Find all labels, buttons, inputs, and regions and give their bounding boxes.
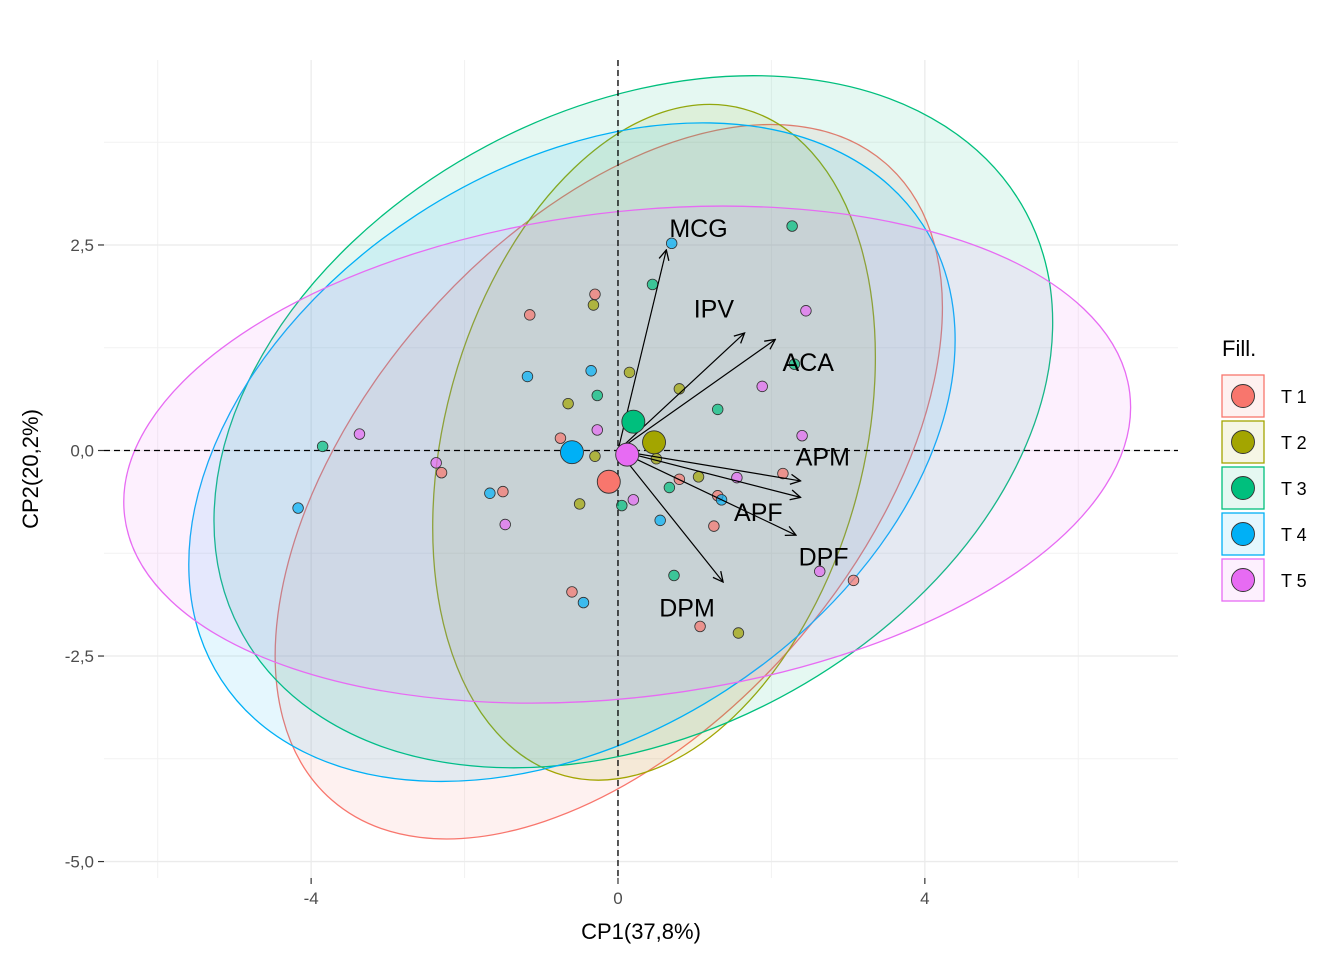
legend-swatch-t-4 bbox=[1231, 522, 1255, 546]
x-tick-label: -4 bbox=[304, 889, 319, 908]
point-t-5 bbox=[353, 428, 366, 440]
legend-swatch-t-1 bbox=[1231, 384, 1255, 408]
reference-lines bbox=[104, 60, 1178, 878]
point-t-1 bbox=[589, 288, 601, 301]
axes: -4 0 4 2,5 0,0 -2,5 -5,0 bbox=[65, 236, 930, 908]
point-t-1 bbox=[708, 520, 720, 532]
y-tick-label: -2,5 bbox=[65, 647, 94, 666]
point-t-1 bbox=[694, 620, 706, 633]
legend-label-t-2: T 2 bbox=[1281, 433, 1307, 453]
point-t-3 bbox=[616, 499, 628, 512]
legend-item-t-4: T 4 bbox=[1221, 512, 1307, 556]
point-t-4 bbox=[521, 370, 534, 383]
point-t-2 bbox=[623, 366, 636, 379]
point-t-1 bbox=[847, 574, 860, 587]
point-t-4 bbox=[585, 365, 597, 377]
vector-label-dpm: DPM bbox=[659, 595, 715, 623]
legend-item-t-2: T 2 bbox=[1221, 420, 1307, 464]
legend-swatch-t-3 bbox=[1231, 476, 1255, 500]
legend-key-t-4 bbox=[1221, 512, 1265, 556]
point-t-4 bbox=[292, 502, 304, 514]
point-t-3 bbox=[316, 440, 329, 453]
point-t-2 bbox=[673, 383, 686, 395]
point-t-4 bbox=[484, 487, 496, 499]
legend-title: Fill. bbox=[1222, 336, 1256, 361]
point-t-5 bbox=[430, 457, 442, 469]
centroid-t-2 bbox=[642, 430, 666, 455]
point-t-3 bbox=[788, 358, 801, 370]
point-t-5 bbox=[800, 305, 812, 317]
point-t-5 bbox=[814, 565, 826, 578]
point-t-2 bbox=[573, 498, 586, 510]
point-t-4 bbox=[577, 596, 590, 609]
legend-label-t-5: T 5 bbox=[1281, 571, 1307, 591]
y-tick-label: 2,5 bbox=[70, 236, 94, 255]
point-t-2 bbox=[692, 471, 705, 483]
point-t-3 bbox=[646, 278, 659, 291]
centroid-t-3 bbox=[621, 409, 646, 434]
point-t-3 bbox=[668, 569, 680, 582]
point-t-3 bbox=[786, 220, 798, 232]
legend-label-t-4: T 4 bbox=[1281, 525, 1307, 545]
point-t-5 bbox=[591, 424, 603, 436]
point-t-5 bbox=[499, 518, 511, 531]
x-axis-title: CP1(37,8%) bbox=[581, 919, 701, 944]
legend-swatch-t-2 bbox=[1231, 430, 1255, 454]
point-t-2 bbox=[587, 299, 600, 311]
point-t-3 bbox=[591, 389, 603, 402]
vector-label-apf: APF bbox=[734, 499, 783, 527]
legend-label-t-1: T 1 bbox=[1281, 387, 1307, 407]
point-t-1 bbox=[497, 485, 509, 498]
point-t-5 bbox=[756, 380, 768, 393]
centroid-t-1 bbox=[596, 469, 621, 494]
legend-item-t-5: T 5 bbox=[1221, 558, 1307, 602]
point-t-1 bbox=[435, 466, 448, 479]
legend-label-t-3: T 3 bbox=[1281, 479, 1307, 499]
point-t-2 bbox=[562, 397, 574, 410]
legend: Fill. T 1 T 2 T 3 T 4 T 5 bbox=[1221, 336, 1307, 602]
point-t-2 bbox=[650, 453, 663, 465]
legend-item-t-3: T 3 bbox=[1221, 466, 1307, 510]
vector-dpm bbox=[617, 450, 723, 583]
point-t-5 bbox=[627, 494, 640, 506]
point-t-1 bbox=[777, 467, 789, 480]
vector-apf bbox=[617, 449, 801, 498]
variable-vectors: MCG IPV ACA APM APF DPF DPM bbox=[617, 215, 850, 623]
centroid-t-5 bbox=[615, 442, 640, 467]
vector-label-apm: APM bbox=[796, 443, 850, 471]
point-t-3 bbox=[663, 481, 676, 494]
vector-label-aca: ACA bbox=[783, 349, 835, 377]
y-axis-title: CP2(20,2%) bbox=[18, 409, 43, 529]
point-t-1 bbox=[554, 432, 567, 444]
vector-apm bbox=[617, 449, 801, 481]
point-t-2 bbox=[732, 627, 745, 639]
point-t-4 bbox=[654, 514, 666, 527]
point-t-1 bbox=[566, 586, 578, 598]
y-tick-label: -5,0 bbox=[65, 853, 94, 872]
vector-label-dpf: DPF bbox=[799, 544, 849, 572]
legend-item-t-1: T 1 bbox=[1221, 374, 1307, 418]
point-t-2 bbox=[589, 450, 601, 462]
group-centroids bbox=[560, 409, 666, 494]
vector-aca bbox=[617, 340, 775, 451]
vector-dpf bbox=[617, 449, 796, 536]
point-t-4 bbox=[665, 237, 678, 250]
centroid-t-4 bbox=[560, 440, 584, 465]
point-t-1 bbox=[524, 309, 536, 321]
point-t-3 bbox=[712, 403, 724, 416]
vector-label-ipv: IPV bbox=[694, 295, 735, 323]
point-t-5 bbox=[796, 430, 808, 442]
vector-label-mcg: MCG bbox=[669, 215, 727, 243]
legend-swatch-t-5 bbox=[1231, 568, 1255, 592]
x-tick-label: 4 bbox=[920, 889, 929, 908]
x-tick-label: 0 bbox=[613, 889, 622, 908]
observation-points bbox=[292, 220, 860, 639]
y-tick-label: 0,0 bbox=[70, 442, 94, 461]
